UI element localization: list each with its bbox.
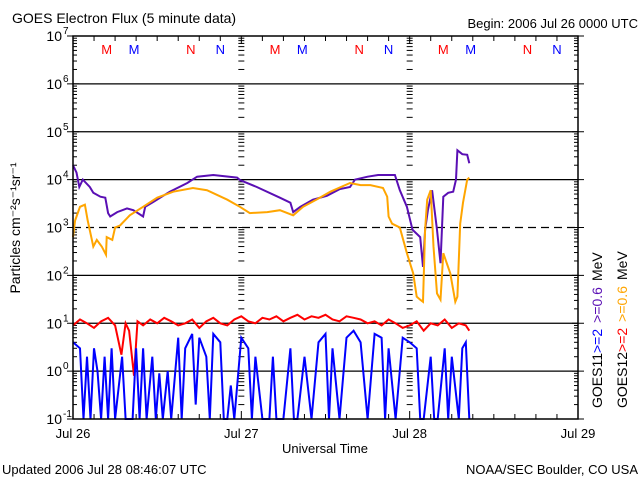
y-tick-label: 10: [46, 124, 62, 140]
marker-m: M: [465, 42, 476, 57]
credit-text: NOAA/SEC Boulder, CO USA: [466, 462, 638, 477]
chart-subtitle: Begin: 2006 Jul 26 0000 UTC: [467, 16, 638, 31]
marker-m: M: [129, 42, 140, 57]
legend-goes12: GOES12>=2 >=0.6 MeV: [614, 251, 630, 408]
marker-n: N: [552, 42, 561, 57]
plot-frame: [72, 35, 579, 420]
marker-m: M: [297, 42, 308, 57]
y-axis-label: Particles cm⁻²s⁻¹sr⁻¹: [7, 162, 23, 293]
x-tick-label: Jul 27: [224, 426, 259, 441]
marker-n: N: [384, 42, 393, 57]
series-line-goes11-0-6-mev: [72, 148, 471, 267]
x-tick-label: Jul 29: [561, 426, 596, 441]
legend-entry-label: >=2: [589, 329, 605, 353]
marker-n: N: [186, 42, 195, 57]
y-tick-label-exponent: 7: [63, 26, 69, 37]
y-tick-label: 10: [46, 315, 62, 331]
marker-m: M: [438, 42, 449, 57]
marker-m: M: [270, 42, 281, 57]
y-tick-label-exponent: 3: [63, 218, 69, 229]
y-tick-label-exponent: 2: [63, 265, 69, 276]
legend-entry-label: >=0.6: [614, 286, 630, 322]
y-tick-label: 10: [46, 28, 62, 44]
y-tick-label: 10: [46, 411, 62, 427]
legend-goes11: GOES11>=2 >=0.6 MeV: [589, 252, 605, 408]
legend-satellite-label: GOES12: [614, 352, 630, 408]
y-tick-label: 10: [46, 267, 62, 283]
legend-entry-label: >=0.6: [589, 287, 605, 323]
y-tick-label-exponent: 0: [63, 361, 69, 372]
y-tick-label-exponent: 1: [63, 313, 69, 324]
series-line-goes12-0-6-mev: [72, 176, 470, 306]
legend-entry-label: >=2: [614, 328, 630, 352]
x-axis-label: Universal Time: [282, 441, 368, 456]
x-tick-labels: Jul 26 Jul 27 Jul 28 Jul 29: [56, 426, 596, 441]
x-tick-label: Jul 28: [392, 426, 427, 441]
marker-n: N: [354, 42, 363, 57]
y-tick-label: 10: [46, 172, 62, 188]
grid-lines: [73, 83, 578, 372]
y-tick-label: 10: [46, 76, 62, 92]
marker-n: N: [216, 42, 225, 57]
legend-unit: MeV: [614, 251, 630, 280]
legend-satellite-label: GOES11: [589, 353, 605, 408]
y-tick-label-exponent: 4: [63, 170, 69, 181]
marker-m: M: [101, 42, 112, 57]
series-line-goes12-2-mev: [72, 313, 471, 376]
y-tick-label: 10: [46, 220, 62, 236]
chart-title: GOES Electron Flux (5 minute data): [12, 10, 236, 26]
y-tick-label: 10: [46, 363, 62, 379]
updated-timestamp: Updated 2006 Jul 28 08:46:07 UTC: [2, 462, 207, 477]
marker-n: N: [523, 42, 532, 57]
y-tick-label-exponent: -1: [63, 409, 72, 420]
y-tick-label-exponent: 5: [63, 122, 69, 133]
x-tick-label: Jul 26: [56, 426, 91, 441]
y-tick-label-exponent: 6: [63, 74, 69, 85]
legend-unit: MeV: [589, 252, 605, 281]
series-line-goes11-2-mev: [72, 329, 471, 420]
